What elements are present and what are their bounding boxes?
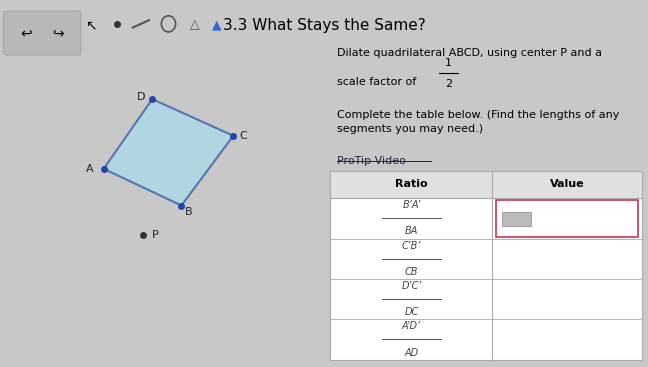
Text: C: C [240, 131, 248, 141]
FancyBboxPatch shape [0, 0, 324, 44]
Text: 3.3 What Stays the Same?: 3.3 What Stays the Same? [223, 18, 425, 33]
Text: D’C’: D’C’ [401, 281, 422, 291]
Text: Dilate quadrilateral ABCD, using center P and a: Dilate quadrilateral ABCD, using center … [337, 48, 602, 58]
Text: B: B [185, 207, 192, 217]
Text: P: P [152, 230, 159, 240]
Text: ProTip Video: ProTip Video [337, 156, 406, 166]
Text: BA: BA [405, 226, 418, 236]
Text: scale factor of: scale factor of [337, 77, 423, 87]
Text: A: A [86, 164, 94, 174]
Text: Ratio: Ratio [395, 179, 428, 189]
Text: ↪: ↪ [52, 26, 64, 40]
Text: CB: CB [405, 267, 418, 277]
Text: △: △ [190, 18, 199, 31]
Text: Value: Value [550, 179, 584, 189]
Text: ↖: ↖ [85, 19, 97, 33]
FancyBboxPatch shape [330, 171, 642, 198]
Text: ▲: ▲ [213, 18, 222, 31]
FancyBboxPatch shape [330, 171, 642, 360]
Text: B’A’: B’A’ [402, 200, 421, 210]
Text: A’D’: A’D’ [402, 321, 421, 331]
Text: D: D [137, 92, 146, 102]
Text: 2: 2 [445, 79, 452, 89]
Polygon shape [104, 99, 233, 206]
Text: ↩: ↩ [20, 26, 32, 40]
Text: AD: AD [404, 348, 419, 357]
FancyBboxPatch shape [502, 212, 531, 226]
Text: C’B’: C’B’ [402, 241, 421, 251]
Text: 1: 1 [445, 58, 452, 68]
Text: Complete the table below. (Find the lengths of any
segments you may need.): Complete the table below. (Find the leng… [337, 110, 619, 134]
FancyBboxPatch shape [496, 200, 638, 237]
Text: DC: DC [404, 307, 419, 317]
FancyBboxPatch shape [3, 11, 81, 55]
